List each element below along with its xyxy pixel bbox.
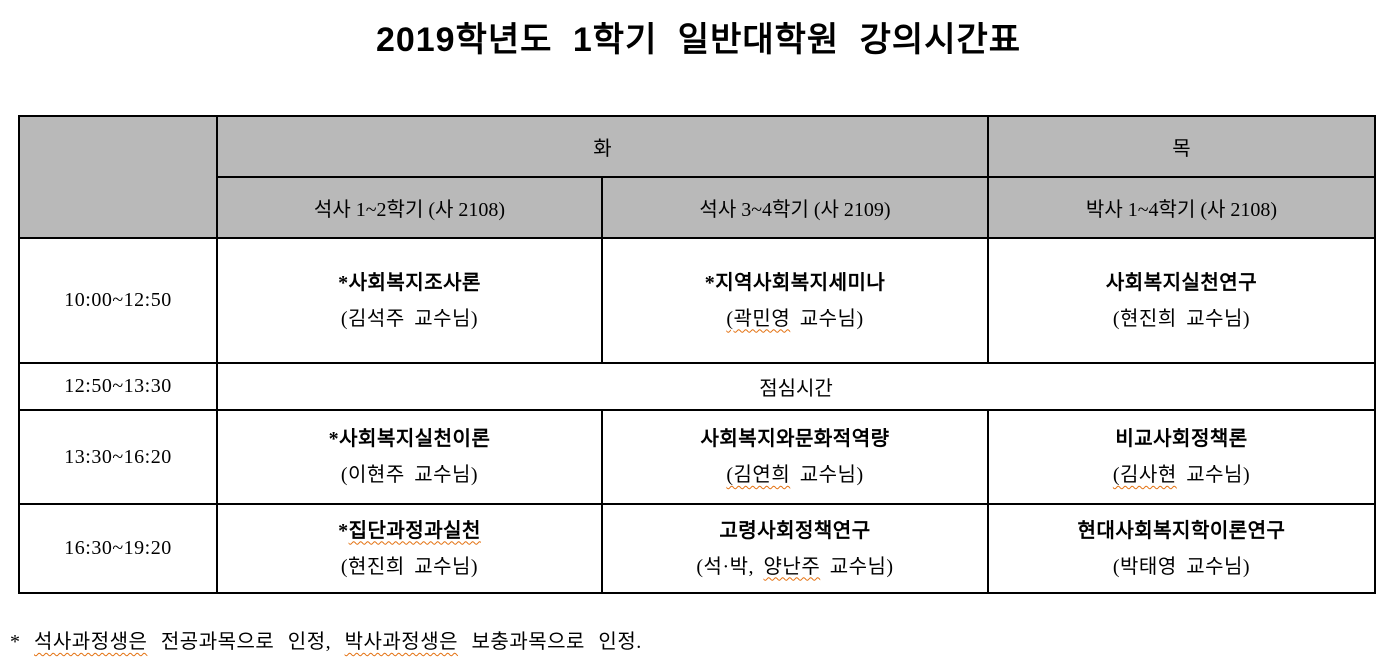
course-title: 비교사회정책론 bbox=[989, 426, 1374, 452]
text-segment: (이현주 교수님) bbox=[340, 464, 479, 486]
text-segment: (박태영 교수님) bbox=[1112, 555, 1251, 578]
text-segment: 교수님) bbox=[790, 307, 864, 330]
professor-name: (김석주 교수님) bbox=[218, 306, 601, 332]
text-segment: 비교사회정책론 bbox=[1115, 428, 1248, 450]
spellcheck-marked-text: 박사과정생은 bbox=[344, 631, 459, 653]
table-row-evening: 16:30~19:20 *집단과정과실천 (현진희 교수님) 고령사회정책연구 … bbox=[18, 503, 1376, 594]
text-segment: (현진희 교수님) bbox=[1112, 307, 1251, 330]
course-title: 사회복지와문화적역량 bbox=[603, 426, 987, 452]
course-title: 고령사회정책연구 bbox=[603, 518, 987, 544]
day-header-thursday: 목 bbox=[987, 115, 1376, 178]
text-segment: 사회복지와문화적역량 bbox=[700, 428, 890, 450]
time-slot: 10:00~12:50 bbox=[18, 237, 218, 364]
time-slot: 12:50~13:30 bbox=[18, 362, 218, 411]
professor-name: (석·박, 양난주 교수님) bbox=[603, 554, 987, 580]
course-title: *사회복지실천이론 bbox=[218, 426, 601, 452]
spellcheck-marked-text: 양난주 bbox=[763, 555, 821, 578]
time-slot: 13:30~16:20 bbox=[18, 409, 218, 505]
table-row-afternoon: 13:30~16:20 *사회복지실천이론 (이현주 교수님) 사회복지와문화적… bbox=[18, 409, 1376, 505]
professor-name: (이현주 교수님) bbox=[218, 462, 601, 488]
professor-name: (김사현 교수님) bbox=[989, 462, 1374, 488]
course-cell: *집단과정과실천 (현진희 교수님) bbox=[216, 503, 603, 594]
course-title: 현대사회복지학이론연구 bbox=[989, 518, 1374, 544]
corner-cell bbox=[18, 115, 218, 239]
lunch-cell: 점심시간 bbox=[216, 362, 1376, 411]
text-segment: (김석주 교수님) bbox=[340, 307, 479, 330]
table-row-lunch: 12:50~13:30 점심시간 bbox=[18, 362, 1376, 411]
professor-name: (현진희 교수님) bbox=[218, 554, 601, 580]
day-header-tuesday: 화 bbox=[216, 115, 989, 178]
text-segment: 보충과목으로 인정. bbox=[458, 631, 642, 653]
course-cell: 비교사회정책론 (김사현 교수님) bbox=[987, 409, 1376, 505]
course-cell: *사회복지실천이론 (이현주 교수님) bbox=[216, 409, 603, 505]
text-segment: * bbox=[10, 631, 34, 653]
text-segment: * bbox=[338, 519, 349, 542]
course-title: *집단과정과실천 bbox=[218, 518, 601, 544]
course-cell: 사회복지와문화적역량 (김연희 교수님) bbox=[601, 409, 989, 505]
course-cell: 사회복지실천연구 (현진희 교수님) bbox=[987, 237, 1376, 364]
text-segment: *지역사회복지세미나 bbox=[704, 271, 886, 294]
text-segment: 교수님) bbox=[820, 555, 894, 578]
text-segment: (현진희 교수님) bbox=[340, 555, 479, 578]
text-segment: 교수님) bbox=[790, 464, 864, 486]
day-header-row: 화 목 bbox=[18, 115, 1376, 239]
text-segment: (석·박, bbox=[696, 555, 764, 578]
spellcheck-marked-text: 집단과정과실천 bbox=[348, 519, 481, 542]
section-header-masters-1-2: 석사 1~2학기 (사 2108) bbox=[216, 176, 603, 239]
professor-name: (박태영 교수님) bbox=[989, 554, 1374, 580]
section-header-row: 석사 1~2학기 (사 2108) 석사 3~4학기 (사 2109) 박사 1… bbox=[19, 176, 1376, 239]
text-segment: 고령사회정책연구 bbox=[719, 519, 871, 542]
section-header-doctoral-1-4: 박사 1~4학기 (사 2108) bbox=[987, 176, 1376, 239]
spellcheck-marked-text: (김연희 bbox=[726, 464, 791, 486]
professor-name: (곽민영 교수님) bbox=[603, 306, 987, 332]
text-segment: 사회복지실천연구 bbox=[1105, 271, 1258, 294]
course-cell: 고령사회정책연구 (석·박, 양난주 교수님) bbox=[601, 503, 989, 594]
course-cell: 현대사회복지학이론연구 (박태영 교수님) bbox=[987, 503, 1376, 594]
text-segment: *사회복지조사론 bbox=[338, 271, 481, 294]
professor-name: (현진희 교수님) bbox=[989, 306, 1374, 332]
text-segment: *사회복지실천이론 bbox=[328, 428, 491, 450]
course-title: *사회복지조사론 bbox=[218, 270, 601, 296]
text-segment: 전공과목으로 인정, bbox=[147, 631, 345, 653]
section-header-masters-3-4: 석사 3~4학기 (사 2109) bbox=[601, 176, 989, 239]
time-slot: 16:30~19:20 bbox=[18, 503, 218, 594]
table-row-morning: 10:00~12:50 *사회복지조사론 (김석주 교수님) *지역사회복지세미… bbox=[18, 237, 1376, 364]
course-cell: *지역사회복지세미나 (곽민영 교수님) bbox=[601, 237, 989, 364]
professor-name: (김연희 교수님) bbox=[603, 462, 987, 488]
spellcheck-marked-text: (김사현 bbox=[1112, 464, 1177, 486]
spellcheck-marked-text: (곽민영 bbox=[726, 307, 791, 330]
text-segment: 교수님) bbox=[1176, 464, 1251, 486]
spellcheck-marked-text: 석사과정생은 bbox=[34, 631, 148, 653]
course-cell: *사회복지조사론 (김석주 교수님) bbox=[216, 237, 603, 364]
course-title: *지역사회복지세미나 bbox=[603, 270, 987, 296]
text-segment: 현대사회복지학이론연구 bbox=[1077, 519, 1286, 542]
footnote: * 석사과정생은 전공과목으로 인정, 박사과정생은 보충과목으로 인정. bbox=[10, 625, 642, 654]
course-title: 사회복지실천연구 bbox=[989, 270, 1374, 296]
lecture-timetable: 화 목 석사 1~2학기 (사 2108) 석사 3~4학기 (사 2109) … bbox=[18, 115, 1376, 594]
page-title: 2019학년도 1학기 일반대학원 강의시간표 bbox=[375, 21, 1022, 59]
